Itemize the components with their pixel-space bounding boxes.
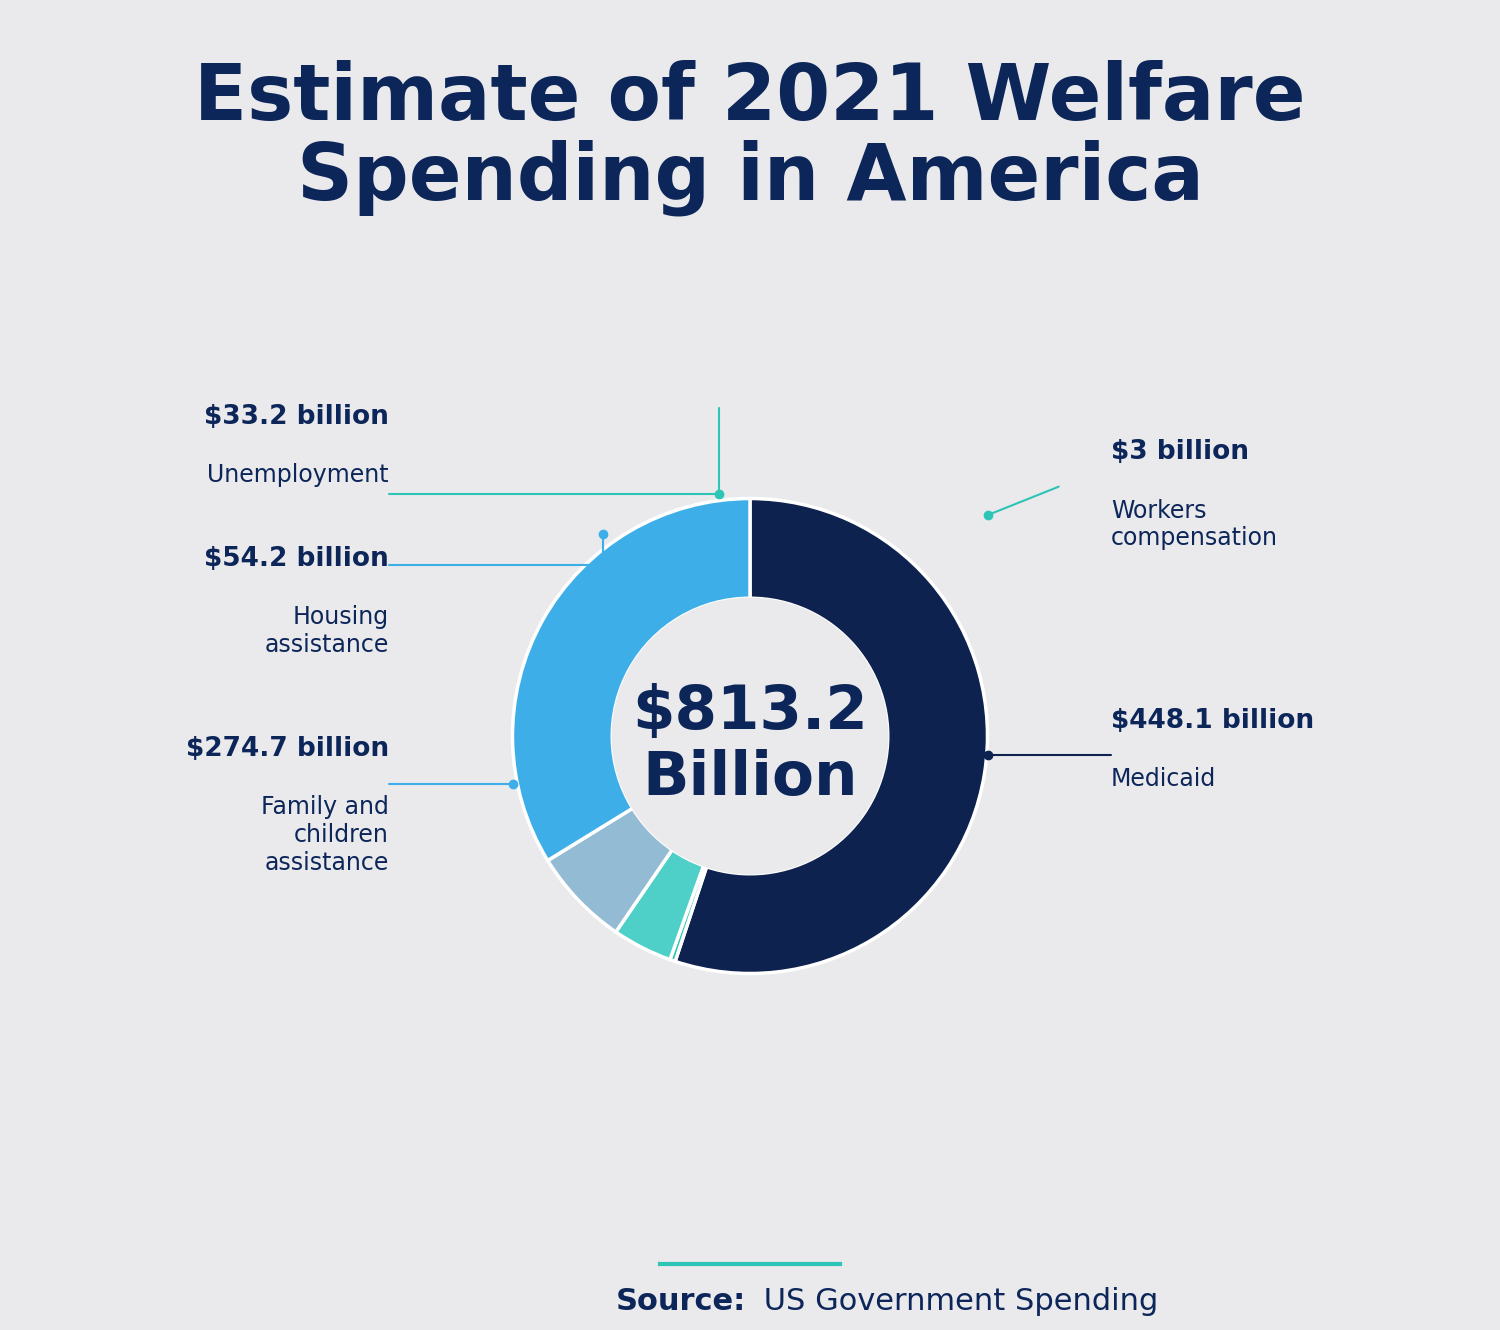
Text: Medicaid: Medicaid [1112,767,1216,791]
Wedge shape [670,866,706,962]
Wedge shape [548,809,672,932]
Text: $813.2: $813.2 [632,682,868,742]
Text: $3 billion: $3 billion [1112,439,1250,466]
Text: $33.2 billion: $33.2 billion [204,403,388,430]
Text: Estimate of 2021 Welfare: Estimate of 2021 Welfare [195,60,1305,136]
Text: Workers
compensation: Workers compensation [1112,499,1278,551]
Wedge shape [513,499,750,861]
Wedge shape [616,850,704,960]
Text: Spending in America: Spending in America [297,140,1203,217]
Text: Housing
assistance: Housing assistance [264,605,388,657]
Text: $448.1 billion: $448.1 billion [1112,708,1314,734]
Wedge shape [675,499,987,974]
Text: Source:: Source: [615,1287,746,1317]
Text: Unemployment: Unemployment [207,463,388,487]
Text: $54.2 billion: $54.2 billion [204,547,388,572]
Text: Family and
children
assistance: Family and children assistance [261,795,388,875]
Text: Billion: Billion [642,749,858,809]
Circle shape [612,598,888,874]
Text: US Government Spending: US Government Spending [754,1287,1158,1317]
Text: $274.7 billion: $274.7 billion [186,735,388,762]
